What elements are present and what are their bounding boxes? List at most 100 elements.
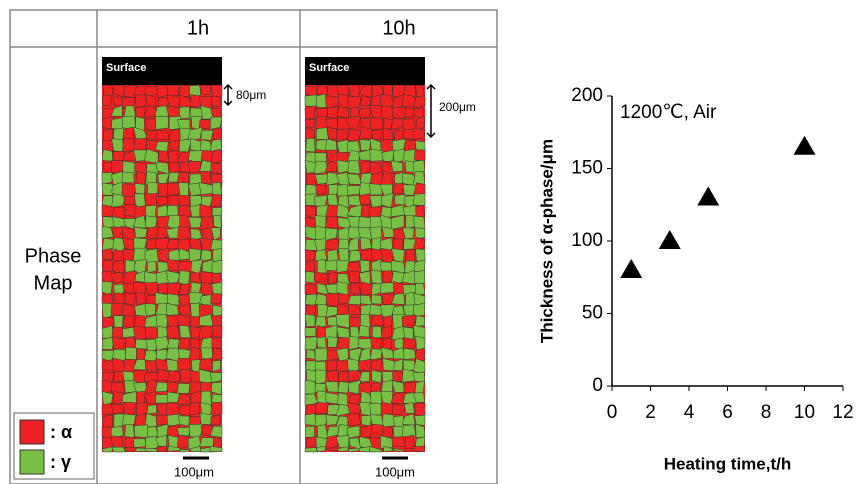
grain [112,96,124,107]
grain [313,271,329,283]
grain [188,150,204,163]
grain [358,325,370,338]
grain [402,227,415,240]
grain [156,129,170,140]
grain [415,204,426,219]
grain [325,118,338,130]
grain [165,402,181,416]
grain [402,337,417,350]
grain [199,437,214,447]
grain [391,106,407,120]
row-label: Phase [25,245,82,267]
x-tick-label: 0 [607,402,618,423]
grain [382,337,392,351]
grain [122,303,136,317]
grain [213,215,222,230]
grain [212,304,223,318]
grain [412,127,425,140]
grain [358,446,371,453]
grain [359,161,371,175]
grain [392,182,405,195]
grain [210,425,223,438]
grain [102,84,114,98]
grain [187,126,203,141]
grain [210,415,221,426]
grain [122,160,137,175]
grain [393,358,404,371]
x-tick-label: 10 [794,402,815,423]
grain [358,126,373,140]
marker [658,230,681,249]
grain [210,148,223,164]
grain [413,302,426,318]
grain [210,116,223,130]
grain [413,95,426,109]
grain [188,423,204,438]
grain [304,379,316,395]
grain [415,335,426,350]
grain [111,426,124,439]
grain [166,84,179,97]
grain [146,163,160,175]
grain [360,314,371,329]
grain [166,182,180,196]
grain [370,237,382,251]
grain [304,94,318,108]
grain [412,445,426,453]
grain [178,348,191,360]
depth-label: 200μm [439,100,476,114]
scatter-chart: 0 50 100 150 200 0 2 4 6 8 10 12 Heating time,t/h Thi… [537,85,853,473]
grain [403,382,418,394]
grain [415,84,425,98]
grain [123,126,134,140]
grain [123,218,137,230]
grain [348,370,362,382]
grain [122,314,134,329]
marker [697,186,720,206]
grain [403,401,415,414]
grain [110,271,125,284]
grain [165,325,180,339]
grain [209,138,223,152]
grain [360,249,372,263]
grain [338,227,350,241]
grain [315,401,330,414]
grain [328,271,338,285]
grain [212,360,221,372]
grain [313,194,328,207]
legend-swatch [19,419,45,445]
grain [337,381,350,394]
grain [316,445,326,453]
grain [326,249,339,263]
grain [414,270,426,284]
grain [390,160,403,172]
grain [414,402,426,417]
grain [178,404,193,417]
grain [346,413,361,427]
grain [315,369,327,385]
grain [315,127,329,140]
scale-label: 100μm [375,464,415,479]
grain [415,116,426,131]
grain [348,393,362,405]
grain [200,170,211,185]
grain [113,84,126,98]
grain [209,402,223,417]
grain [412,159,426,175]
grain [371,294,383,305]
grain [393,448,404,453]
grain [368,183,383,196]
grain [176,383,191,394]
grain [414,149,426,161]
grain [188,160,201,173]
grain [371,129,382,141]
grain [210,372,222,384]
grain [111,193,126,208]
grain [347,129,362,142]
grain [101,302,113,319]
grain [337,392,349,407]
grain [369,117,384,131]
grain [336,128,350,143]
scale-label: 100μm [174,464,214,479]
marker [620,259,643,278]
